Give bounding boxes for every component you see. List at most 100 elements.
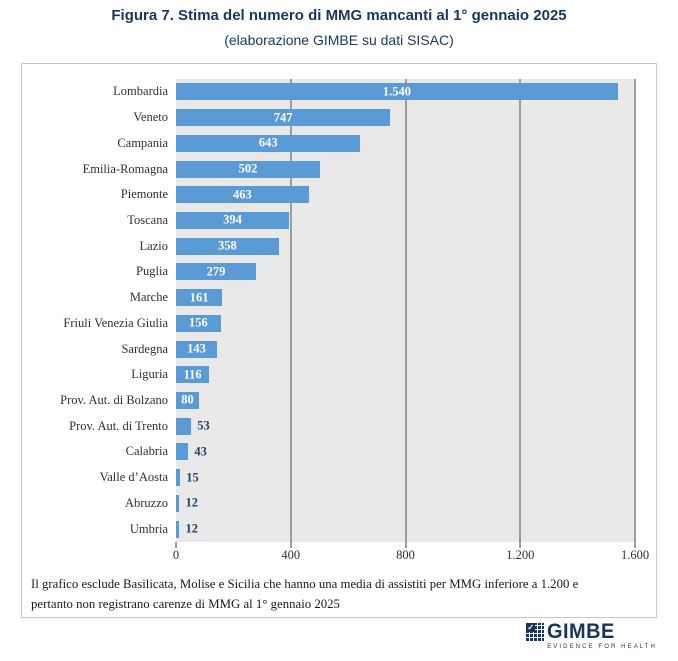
figure-subtitle: (elaborazione GIMBE su dati SISAC): [224, 32, 454, 48]
gimbe-mosaic-icon: ✓: [526, 623, 545, 641]
bar-row: Sardegna 143: [22, 336, 635, 362]
gridline: [519, 79, 522, 542]
value-label: 80: [181, 392, 194, 407]
x-axis-tick-label: 1.200: [506, 548, 535, 562]
footnote-line-2: pertanto non registrano carenze di MMG a…: [31, 597, 340, 611]
bar-row: Calabria 43: [22, 439, 635, 465]
value-label: 15: [186, 470, 199, 485]
gimbe-logo-text: GIMBE EVIDENCE FOR HEALTH: [547, 621, 657, 650]
bar-track: 643: [176, 134, 635, 152]
bar: 156: [176, 314, 221, 332]
category-label: Lazio: [139, 238, 168, 253]
x-axis-tick-label: 0: [172, 548, 180, 562]
axis-tick: [175, 542, 177, 548]
category-label: Piemonte: [120, 187, 168, 202]
bar-row: Veneto 747: [22, 105, 635, 131]
category-label: Veneto: [133, 110, 168, 125]
bar: 80: [176, 391, 199, 409]
bar-row: Campania 643: [22, 130, 635, 156]
axis-tick: [289, 542, 292, 548]
value-label: 161: [189, 290, 209, 305]
footnote: Il grafico esclude Basilicata, Molise e …: [31, 574, 646, 614]
value-label: 143: [187, 341, 206, 356]
x-axis-tick-label: 400: [281, 548, 301, 562]
bar: [176, 443, 189, 461]
figure-title: Figura 7. Stima del numero di MMG mancan…: [111, 7, 567, 24]
value-label: 643: [258, 135, 278, 150]
bar: 502: [176, 160, 320, 178]
bar: 161: [176, 289, 223, 307]
check-icon: ✓: [526, 623, 536, 632]
value-label: 358: [217, 238, 237, 253]
bar-track: 394: [176, 211, 635, 229]
value-label: 156: [189, 315, 208, 330]
category-label: Prov. Aut. di Trento: [69, 418, 168, 433]
bar-row: Prov. Aut. di Trento 53: [22, 413, 635, 439]
bar-row: Abruzzo 12: [22, 491, 635, 517]
bar-row: Marche 161: [22, 285, 635, 311]
value-label: 1.540: [382, 84, 411, 99]
bar-track: 12: [176, 520, 635, 538]
bar-track: 43: [176, 443, 635, 461]
category-label: Liguria: [131, 367, 168, 382]
category-label: Abruzzo: [124, 495, 168, 510]
bar-row: Lazio 358: [22, 233, 635, 259]
bar: 643: [176, 134, 361, 152]
value-label: 394: [223, 212, 242, 227]
bar-track: 358: [176, 237, 635, 255]
gimbe-logo-name: GIMBE: [547, 620, 615, 643]
bar-row: Umbria 12: [22, 516, 635, 542]
bar-row: Toscana 394: [22, 208, 635, 234]
bar: 358: [176, 237, 279, 255]
bar: [176, 417, 192, 435]
axis-tick: [519, 542, 522, 548]
bar-row: Prov. Aut. di Bolzano 80: [22, 388, 635, 414]
axis-tick: [634, 542, 636, 548]
category-label: Campania: [117, 135, 168, 150]
bar-track: 15: [176, 469, 635, 487]
bar-row: Piemonte 463: [22, 182, 635, 208]
value-label: 502: [238, 161, 258, 176]
bar-track: 1.540: [176, 83, 635, 101]
bar: 394: [176, 211, 290, 229]
category-label: Toscana: [127, 212, 168, 227]
category-label: Sardegna: [121, 341, 168, 356]
footnote-line-1: Il grafico esclude Basilicata, Molise e …: [31, 577, 579, 591]
bar-row: Puglia 279: [22, 259, 635, 285]
bar: 279: [176, 263, 257, 281]
category-label: Umbria: [129, 521, 168, 536]
category-label: Friuli Venezia Giulia: [63, 315, 168, 330]
bar-track: 12: [176, 494, 635, 512]
bar-track: 279: [176, 263, 635, 281]
category-label: Puglia: [136, 264, 168, 279]
bar: 463: [176, 186, 309, 204]
bar: 116: [176, 366, 210, 384]
gridline: [404, 79, 407, 542]
x-axis-tick-labels: 0 400 800 1.200 1.600: [172, 548, 649, 564]
value-label: 116: [183, 367, 202, 382]
bar: 1.540: [176, 83, 618, 101]
bar-track: 502: [176, 160, 635, 178]
bar-track: 161: [176, 289, 635, 307]
bar: [176, 469, 181, 487]
bar: [176, 520, 180, 538]
chart-frame: Lombardia 1.540 Veneto 747 Campania 643 Emilia…: [21, 63, 657, 618]
gimbe-logo-tagline: EVIDENCE FOR HEALTH: [547, 644, 657, 650]
bar-rows: Lombardia 1.540 Veneto 747 Campania 643 Emilia…: [22, 79, 635, 542]
gridline: [289, 79, 292, 542]
bar-row: Valle d’Aosta 15: [22, 465, 635, 491]
category-label: Marche: [129, 290, 168, 305]
category-label: Valle d’Aosta: [99, 470, 168, 485]
x-axis-tick-label: 1.600: [620, 548, 650, 562]
value-label: 463: [233, 187, 252, 202]
axis-tick: [404, 542, 407, 548]
category-label: Lombardia: [113, 84, 168, 99]
value-label: 12: [185, 521, 198, 536]
value-label: 747: [273, 110, 293, 125]
gridline: [634, 79, 636, 542]
bar-track: 53: [176, 417, 635, 435]
bar-track: 747: [176, 109, 635, 127]
bar-track: 463: [176, 186, 635, 204]
x-axis-tick-label: 800: [396, 548, 415, 562]
plot-area: [175, 79, 636, 548]
